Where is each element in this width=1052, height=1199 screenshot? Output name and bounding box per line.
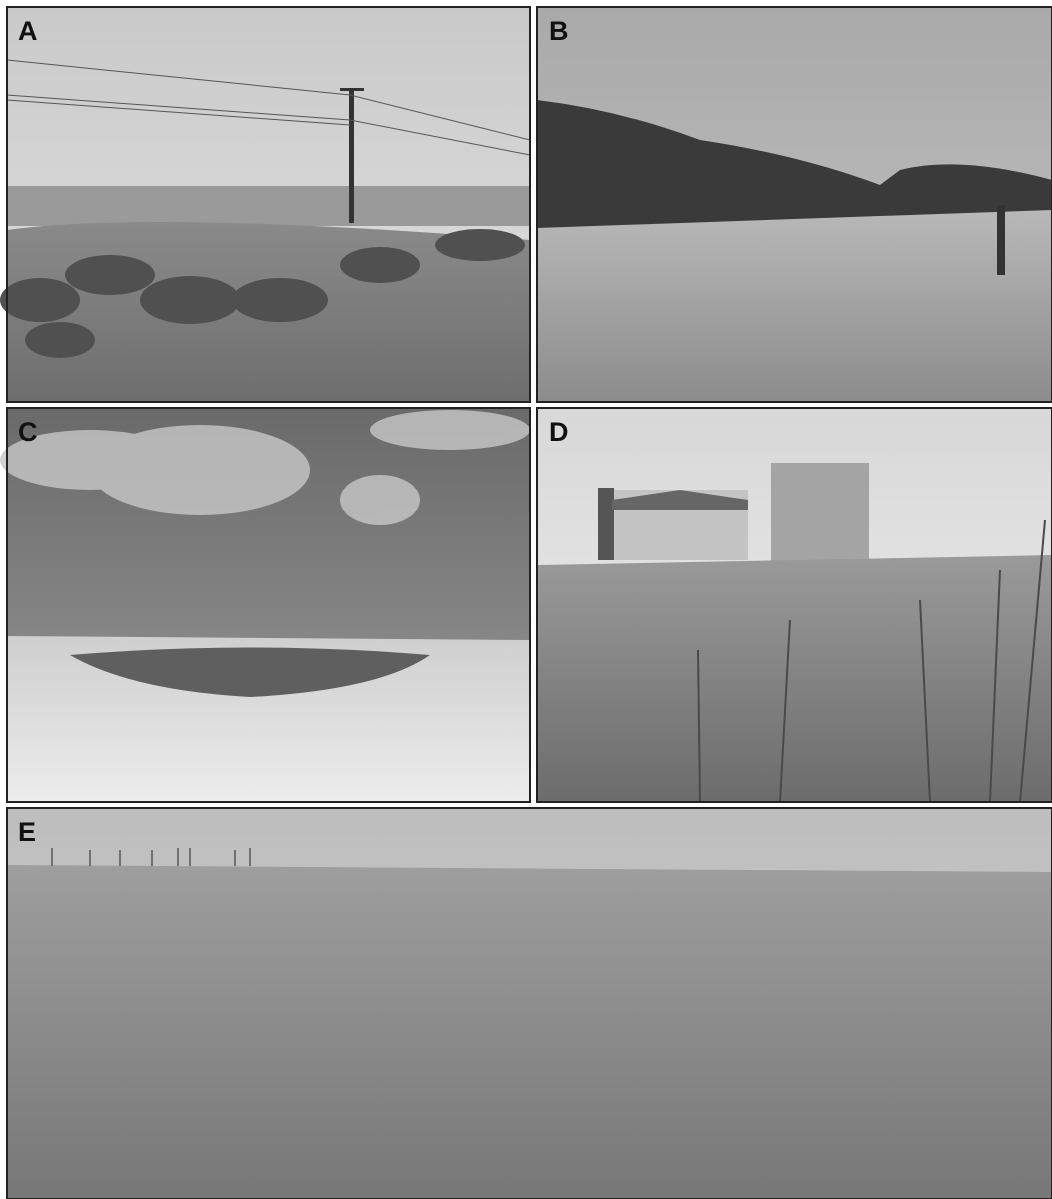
panel-b: B [537, 7, 1052, 402]
grass [537, 555, 1052, 802]
post [997, 205, 1005, 275]
panel-d: D [537, 408, 1052, 802]
panel-c: C [0, 408, 530, 802]
page: A B C D [0, 0, 1052, 1199]
horizon [7, 186, 530, 226]
panel-label: A [18, 16, 38, 46]
panel-label: C [18, 417, 38, 447]
panel-e: E [7, 808, 1052, 1199]
tower [771, 463, 869, 568]
grass [537, 210, 1052, 402]
grass [7, 865, 1052, 1199]
figure: A B C D [0, 0, 1052, 1199]
chimney [598, 488, 614, 560]
panel-a: A [0, 7, 530, 402]
pole [349, 88, 354, 223]
crossbar [340, 88, 364, 91]
panel-label: D [549, 417, 569, 447]
panel-label: B [549, 16, 569, 46]
panel-label: E [18, 817, 36, 847]
